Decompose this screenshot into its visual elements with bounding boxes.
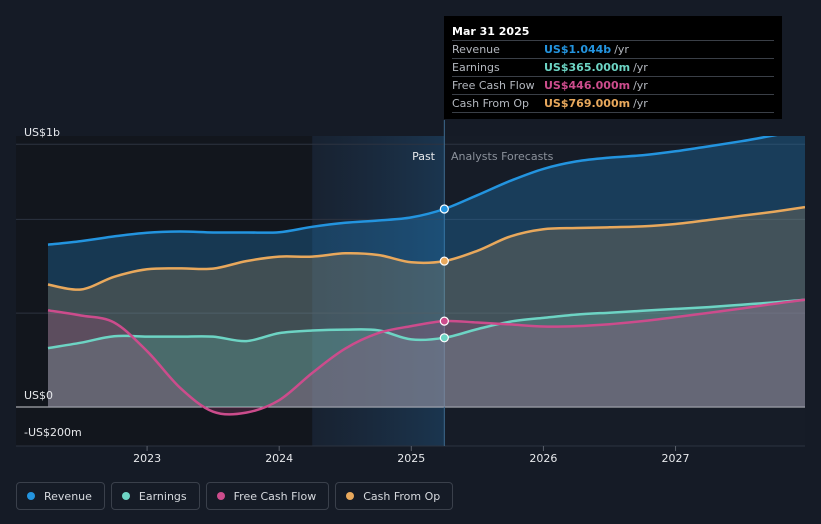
legend-item-cash-from-op[interactable]: Cash From Op — [335, 482, 453, 510]
x-tick-label: 2027 — [662, 452, 690, 465]
legend-item-earnings[interactable]: Earnings — [111, 482, 200, 510]
tooltip-value: US$769.000m — [544, 95, 630, 112]
chart-legend: Revenue Earnings Free Cash Flow Cash Fro… — [16, 482, 453, 510]
legend-item-free-cash-flow[interactable]: Free Cash Flow — [206, 482, 330, 510]
tooltip-date: Mar 31 2025 — [452, 23, 774, 40]
revenue-dot-icon — [27, 492, 35, 500]
legend-label: Earnings — [139, 490, 187, 503]
x-tick-label: 2024 — [265, 452, 293, 465]
tooltip-label: Revenue — [452, 41, 544, 58]
tooltip-value: US$446.000m — [544, 77, 630, 94]
free-cash-flow-dot-icon — [217, 492, 225, 500]
legend-label: Cash From Op — [363, 490, 440, 503]
free-cash-flow-marker — [440, 317, 448, 325]
x-axis-ticks: 2023 2024 2025 2026 2027 — [133, 446, 689, 465]
cash-from-op-marker — [440, 257, 448, 265]
tooltip-row-cash-from-op: Cash From Op US$769.000m /yr — [452, 94, 774, 113]
tooltip-label: Earnings — [452, 59, 544, 76]
y-tick-label-bottom: -US$200m — [24, 426, 82, 439]
legend-label: Free Cash Flow — [234, 490, 317, 503]
tooltip-value: US$1.044b — [544, 41, 611, 58]
tooltip-unit: /yr — [633, 59, 648, 76]
tooltip-value: US$365.000m — [544, 59, 630, 76]
tooltip-unit: /yr — [633, 77, 648, 94]
tooltip-row-free-cash-flow: Free Cash Flow US$446.000m /yr — [452, 76, 774, 94]
x-tick-label: 2026 — [529, 452, 557, 465]
y-tick-label-top: US$1b — [24, 126, 60, 139]
x-tick-label: 2025 — [397, 452, 425, 465]
y-tick-label-zero: US$0 — [24, 389, 53, 402]
tooltip-row-revenue: Revenue US$1.044b /yr — [452, 40, 774, 58]
forecast-label: Analysts Forecasts — [451, 150, 554, 163]
tooltip-unit: /yr — [633, 95, 648, 112]
data-tooltip: Mar 31 2025 Revenue US$1.044b /yr Earnin… — [444, 16, 782, 119]
cash-from-op-dot-icon — [346, 492, 354, 500]
x-tick-label: 2023 — [133, 452, 161, 465]
tooltip-label: Cash From Op — [452, 95, 544, 112]
revenue-marker — [440, 205, 448, 213]
earnings-dot-icon — [122, 492, 130, 500]
legend-label: Revenue — [44, 490, 92, 503]
legend-item-revenue[interactable]: Revenue — [16, 482, 105, 510]
tooltip-unit: /yr — [614, 41, 629, 58]
tooltip-label: Free Cash Flow — [452, 77, 544, 94]
tooltip-row-earnings: Earnings US$365.000m /yr — [452, 58, 774, 76]
earnings-marker — [440, 334, 448, 342]
past-label: Past — [412, 150, 436, 163]
